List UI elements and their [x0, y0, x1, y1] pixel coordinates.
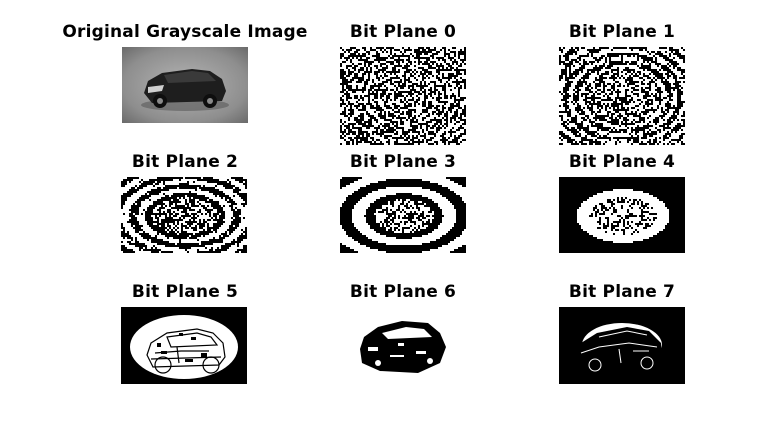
panel-title: Bit Plane 1: [568, 22, 676, 42]
bit-plane-0-image: [340, 47, 466, 145]
panel-title: Bit Plane 4: [568, 152, 676, 172]
bit-plane-5-image: [121, 307, 247, 384]
bit-plane-1-image: [559, 47, 685, 145]
panel-bit-plane-0: Bit Plane 0: [318, 22, 488, 145]
panel-original: Original Grayscale Image: [40, 22, 330, 127]
panel-bit-plane-2: Bit Plane 2: [100, 152, 270, 257]
panel-title: Bit Plane 5: [131, 282, 239, 302]
bit-plane-7-image: [559, 307, 685, 384]
bit-plane-4-image: [559, 177, 685, 253]
panel-bit-plane-7: Bit Plane 7: [537, 282, 707, 387]
bit-plane-6-image: [340, 307, 466, 384]
panel-title: Bit Plane 0: [349, 22, 457, 42]
panel-bit-plane-5: Bit Plane 5: [100, 282, 270, 387]
panel-title: Bit Plane 6: [349, 282, 457, 302]
panel-title: Original Grayscale Image: [62, 22, 308, 42]
panel-bit-plane-4: Bit Plane 4: [537, 152, 707, 257]
grayscale-image: [122, 47, 248, 123]
bit-plane-3-image: [340, 177, 466, 253]
panel-title: Bit Plane 3: [349, 152, 457, 172]
panel-bit-plane-6: Bit Plane 6: [318, 282, 488, 387]
panel-title: Bit Plane 7: [568, 282, 676, 302]
bit-plane-2-image: [121, 177, 247, 253]
panel-bit-plane-1: Bit Plane 1: [537, 22, 707, 145]
panel-title: Bit Plane 2: [131, 152, 239, 172]
panel-bit-plane-3: Bit Plane 3: [318, 152, 488, 257]
